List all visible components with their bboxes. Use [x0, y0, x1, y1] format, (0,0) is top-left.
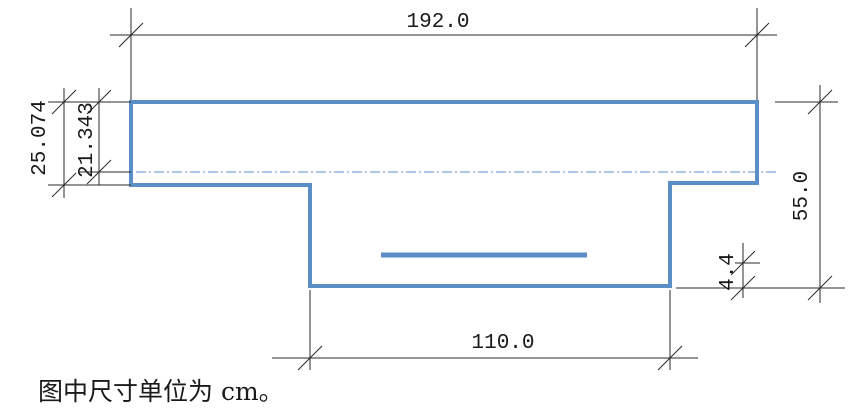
dim-bar-cover-label: 4.4 — [717, 253, 740, 291]
dim-flange-outer: 25.074 — [29, 88, 131, 198]
units-caption: 图中尺寸单位为 cm。 — [38, 377, 284, 406]
dim-total-height-label: 55.0 — [791, 171, 814, 221]
dim-top-width: 192.0 — [110, 8, 777, 100]
dim-bar-cover: 4.4 — [717, 243, 760, 301]
dim-total-height: 55.0 — [676, 85, 845, 303]
dim-bottom-width-label: 110.0 — [471, 332, 534, 355]
section-outline — [129, 100, 759, 288]
dim-flange-inner-label: 21.343 — [76, 102, 99, 178]
dim-bottom-width: 110.0 — [272, 290, 698, 371]
dim-flange-inner: 21.343 — [76, 88, 131, 185]
dim-top-width-label: 192.0 — [406, 11, 469, 34]
dim-flange-outer-label: 25.074 — [29, 100, 52, 176]
